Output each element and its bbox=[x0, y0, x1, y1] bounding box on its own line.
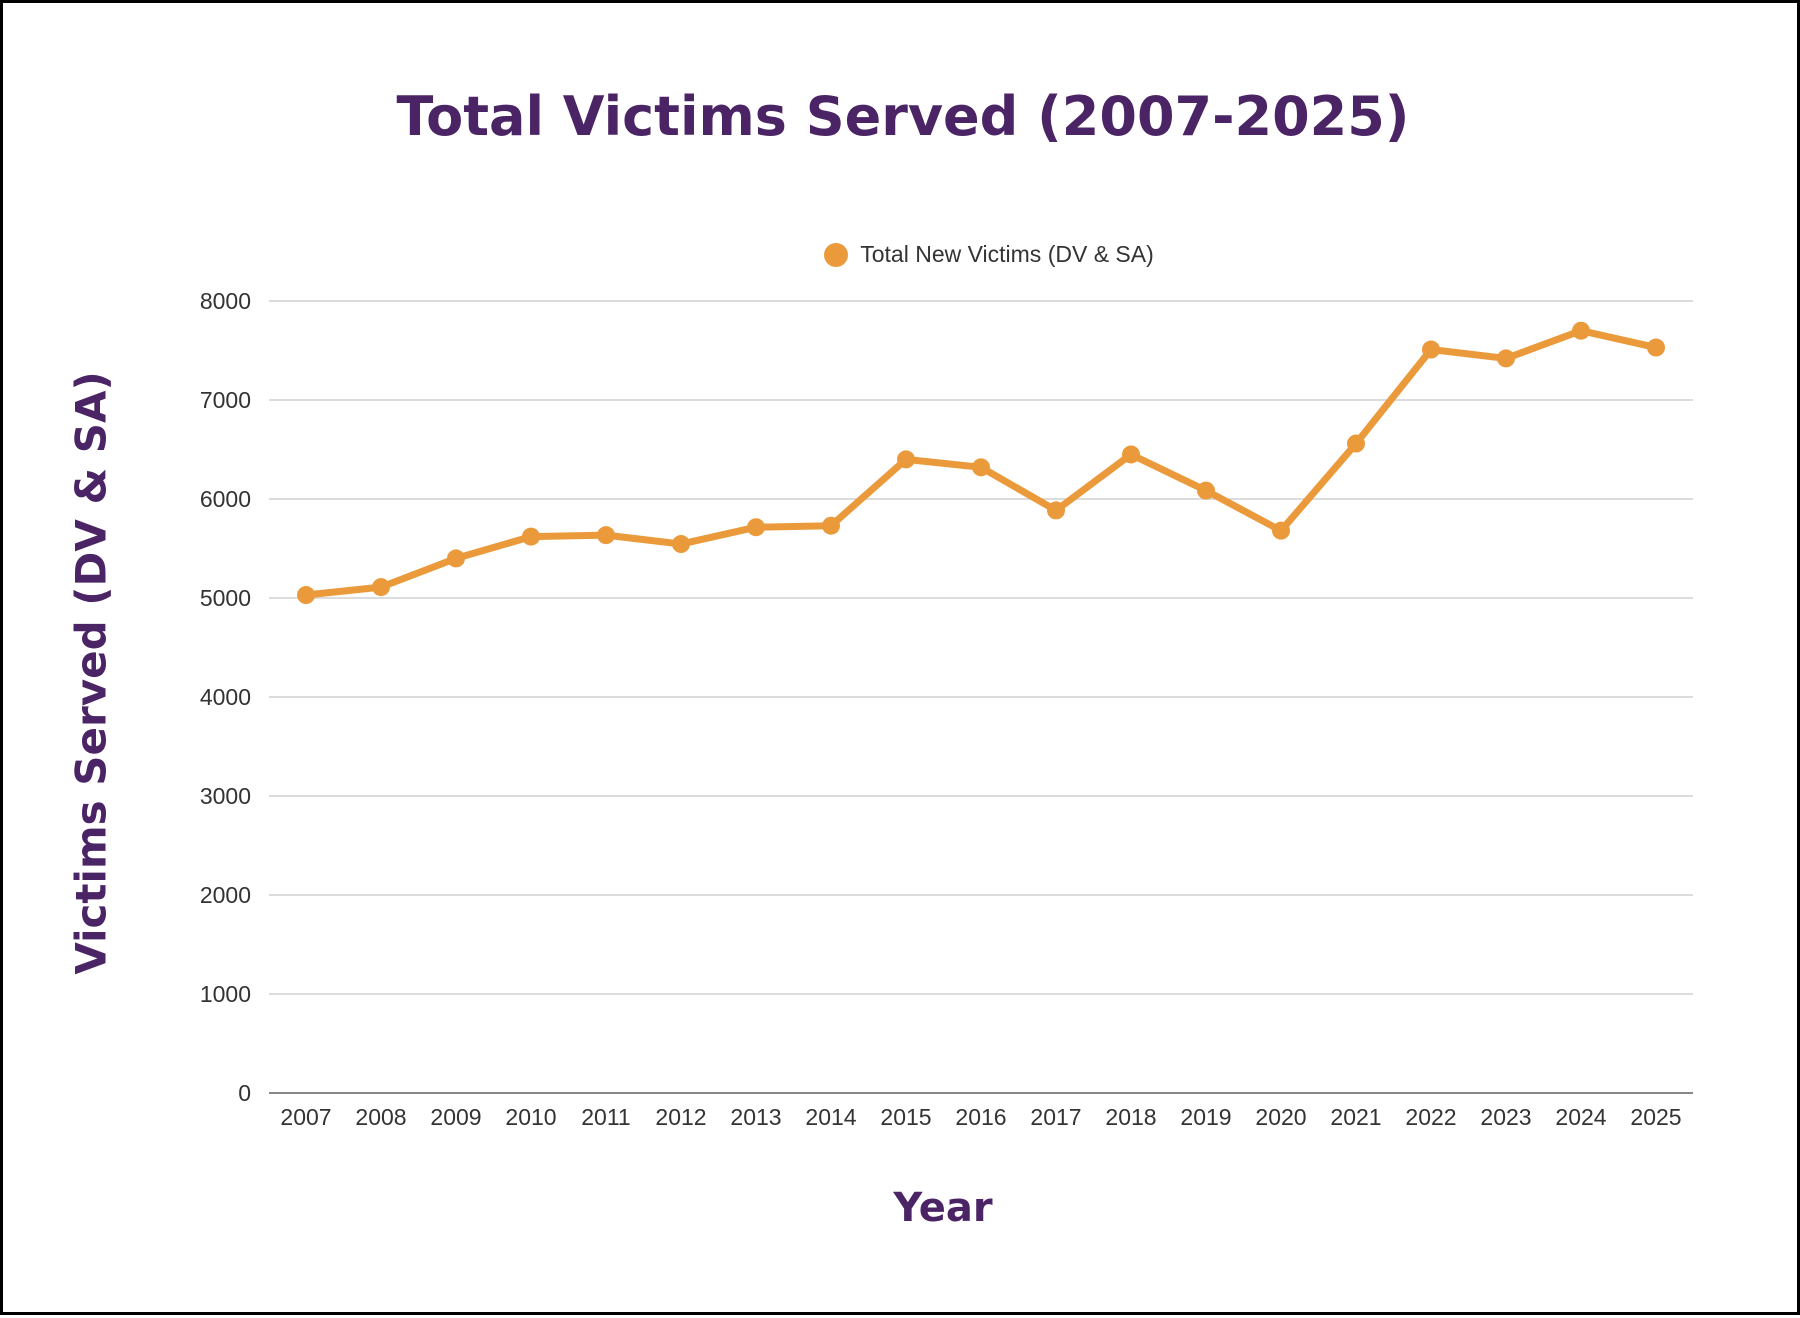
legend: Total New Victims (DV & SA) bbox=[3, 241, 1800, 268]
x-tick-label: 2013 bbox=[730, 1104, 781, 1130]
data-point[interactable] bbox=[522, 527, 540, 546]
data-point[interactable] bbox=[1497, 349, 1515, 368]
data-point[interactable] bbox=[1572, 321, 1590, 340]
data-point[interactable] bbox=[1647, 338, 1665, 357]
x-tick-label: 2020 bbox=[1255, 1104, 1306, 1130]
y-tick-label: 7000 bbox=[200, 387, 251, 413]
x-tick-label: 2007 bbox=[280, 1104, 331, 1130]
x-tick-label: 2012 bbox=[655, 1104, 706, 1130]
data-point[interactable] bbox=[972, 458, 990, 477]
data-point[interactable] bbox=[672, 535, 690, 554]
x-tick-label: 2019 bbox=[1180, 1104, 1231, 1130]
x-tick-label: 2008 bbox=[355, 1104, 406, 1130]
data-point[interactable] bbox=[822, 516, 840, 535]
x-tick-label: 2023 bbox=[1480, 1104, 1531, 1130]
x-tick-label: 2014 bbox=[805, 1104, 856, 1130]
x-tick-label: 2015 bbox=[880, 1104, 931, 1130]
y-tick-label: 5000 bbox=[200, 585, 251, 611]
data-point[interactable] bbox=[447, 549, 465, 568]
data-point[interactable] bbox=[1347, 434, 1365, 453]
data-point[interactable] bbox=[1122, 445, 1140, 464]
legend-marker-icon bbox=[824, 242, 849, 267]
y-tick-label: 1000 bbox=[200, 981, 251, 1007]
data-point[interactable] bbox=[597, 526, 615, 545]
chart-title: Total Victims Served (2007-2025) bbox=[396, 85, 1410, 148]
x-tick-label: 2017 bbox=[1030, 1104, 1081, 1130]
x-tick-label: 2011 bbox=[581, 1104, 630, 1130]
x-tick-label: 2016 bbox=[955, 1104, 1006, 1130]
data-point[interactable] bbox=[297, 586, 315, 605]
y-tick-labels: 0 1000 2000 3000 4000 5000 6000 7000 8000 bbox=[200, 288, 251, 1106]
data-point[interactable] bbox=[897, 450, 915, 469]
y-tick-label: 4000 bbox=[200, 684, 251, 710]
x-tick-label: 2010 bbox=[505, 1104, 556, 1130]
x-tick-label: 2024 bbox=[1555, 1104, 1606, 1130]
series-layer bbox=[297, 321, 1665, 605]
x-tick-label: 2022 bbox=[1405, 1104, 1456, 1130]
data-point[interactable] bbox=[1197, 481, 1215, 500]
x-tick-label: 2025 bbox=[1630, 1104, 1681, 1130]
x-tick-label: 2021 bbox=[1330, 1104, 1381, 1130]
x-tick-label: 2009 bbox=[430, 1104, 481, 1130]
data-point[interactable] bbox=[1422, 340, 1440, 359]
y-tick-label: 6000 bbox=[200, 486, 251, 512]
data-point[interactable] bbox=[1047, 501, 1065, 520]
y-tick-label: 0 bbox=[238, 1080, 251, 1106]
data-point[interactable] bbox=[372, 578, 390, 597]
y-tick-label: 3000 bbox=[200, 783, 251, 809]
legend-entry[interactable]: Total New Victims (DV & SA) bbox=[824, 241, 1154, 268]
x-tick-label: 2018 bbox=[1105, 1104, 1156, 1130]
data-point[interactable] bbox=[1272, 521, 1290, 540]
y-tick-label: 8000 bbox=[200, 288, 251, 314]
gridlines bbox=[269, 300, 1693, 1094]
data-point[interactable] bbox=[747, 518, 765, 537]
legend-label: Total New Victims (DV & SA) bbox=[860, 241, 1154, 267]
x-axis-title: Year bbox=[893, 1185, 993, 1231]
x-tick-labels: 2007 2008 2009 2010 2011 2012 2013 2014 2015 2016… bbox=[280, 1104, 1681, 1130]
y-tick-label: 2000 bbox=[200, 882, 251, 908]
